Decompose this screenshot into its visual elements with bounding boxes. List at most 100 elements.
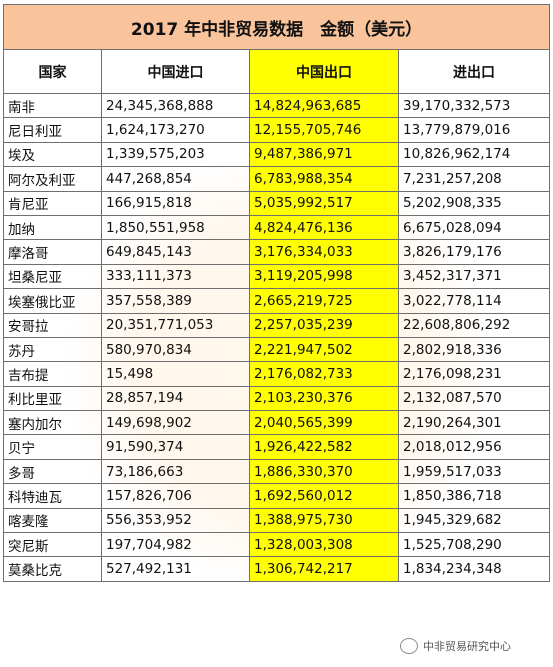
total-cell: 3,452,317,371 — [397, 263, 551, 290]
import-cell: 333,111,373 — [101, 263, 250, 290]
country-cell: 肯尼亚 — [3, 190, 102, 216]
export-cell: 12,155,705,746 — [249, 117, 399, 143]
table-row: 利比里亚 28,857,194 2,103,230,376 2,132,087,570 — [3, 385, 551, 412]
logo-text: 中非贸易研究中心 — [423, 640, 511, 653]
total-cell: 1,834,234,348 — [397, 556, 551, 582]
export-cell: 9,487,386,971 — [249, 141, 399, 168]
import-cell: 15,498 — [101, 361, 250, 387]
import-cell: 157,826,706 — [101, 483, 250, 509]
country-cell: 科特迪瓦 — [3, 483, 102, 509]
export-cell: 3,176,334,033 — [249, 239, 399, 265]
import-cell: 20,351,771,053 — [101, 312, 250, 338]
country-cell: 莫桑比克 — [3, 556, 102, 582]
total-cell: 7,231,257,208 — [397, 166, 551, 192]
header-import: 中国进口 — [101, 49, 250, 94]
import-cell: 649,845,143 — [101, 239, 250, 265]
table-row: 贝宁 91,590,374 1,926,422,582 2,018,012,956 — [3, 434, 551, 460]
country-cell: 加纳 — [3, 214, 102, 241]
table-title: 2017 年中非贸易数据 金额（美元） — [2, 4, 551, 50]
import-cell: 527,492,131 — [101, 556, 250, 582]
country-cell: 埃及 — [3, 141, 102, 168]
import-cell: 556,353,952 — [101, 507, 250, 534]
total-cell: 2,190,264,301 — [397, 410, 551, 436]
import-cell: 447,268,854 — [101, 166, 250, 192]
export-cell: 1,886,330,370 — [249, 458, 399, 485]
header-country: 国家 — [3, 49, 102, 94]
import-cell: 166,915,818 — [101, 190, 250, 216]
export-cell: 1,692,560,012 — [249, 483, 399, 509]
import-cell: 1,850,551,958 — [101, 214, 250, 241]
country-cell: 贝宁 — [3, 434, 102, 460]
header-row: 国家 中国进口 中国出口 进出口 — [3, 49, 551, 94]
total-cell: 2,176,098,231 — [397, 361, 551, 387]
country-cell: 苏丹 — [3, 336, 102, 363]
total-cell: 1,850,386,718 — [397, 483, 551, 509]
country-cell: 吉布提 — [3, 361, 102, 387]
table-row: 塞内加尔 149,698,902 2,040,565,399 2,190,264,30… — [3, 410, 551, 436]
total-cell: 2,018,012,956 — [397, 434, 551, 460]
table-row: 莫桑比克 527,492,131 1,306,742,217 1,834,234,34… — [3, 556, 551, 582]
country-cell: 南非 — [3, 92, 102, 119]
table-row: 科特迪瓦 157,826,706 1,692,560,012 1,850,386,71… — [3, 483, 551, 509]
table-row: 坦桑尼亚 333,111,373 3,119,205,998 3,452,317,37… — [3, 263, 551, 290]
table-row: 喀麦隆 556,353,952 1,388,975,730 1,945,329,682 — [3, 507, 551, 534]
table-row: 阿尔及利亚 447,268,854 6,783,988,354 7,231,257,2… — [3, 166, 551, 192]
total-cell: 1,959,517,033 — [397, 458, 551, 485]
country-cell: 阿尔及利亚 — [3, 166, 102, 192]
import-cell: 580,970,834 — [101, 336, 250, 363]
export-cell: 14,824,963,685 — [249, 92, 399, 119]
export-cell: 3,119,205,998 — [249, 263, 399, 290]
total-cell: 3,826,179,176 — [397, 239, 551, 265]
country-cell: 塞内加尔 — [3, 410, 102, 436]
country-cell: 摩洛哥 — [3, 239, 102, 265]
country-cell: 喀麦隆 — [3, 507, 102, 534]
country-cell: 埃塞俄比亚 — [3, 288, 102, 314]
header-export: 中国出口 — [249, 49, 399, 94]
total-cell: 22,608,806,292 — [397, 312, 551, 338]
export-cell: 2,176,082,733 — [249, 361, 399, 387]
table-row: 突尼斯 197,704,982 1,328,003,308 1,525,708,290 — [3, 532, 551, 558]
import-cell: 73,186,663 — [101, 458, 250, 485]
total-cell: 1,945,329,682 — [397, 507, 551, 534]
export-cell: 2,665,219,725 — [249, 288, 399, 314]
country-cell: 尼日利亚 — [3, 117, 102, 143]
export-cell: 6,783,988,354 — [249, 166, 399, 192]
table-row: 尼日利亚 1,624,173,270 12,155,705,746 13,779,87… — [3, 117, 551, 143]
import-cell: 149,698,902 — [101, 410, 250, 436]
wechat-logo: 中非贸易研究中心 — [400, 635, 545, 657]
import-cell: 1,339,575,203 — [101, 141, 250, 168]
total-cell: 2,802,918,336 — [397, 336, 551, 363]
total-cell: 10,826,962,174 — [397, 141, 551, 168]
table-row: 吉布提 15,498 2,176,082,733 2,176,098,231 — [3, 361, 551, 387]
total-cell: 1,525,708,290 — [397, 532, 551, 558]
table-row: 摩洛哥 649,845,143 3,176,334,033 3,826,179,176 — [3, 239, 551, 265]
total-cell: 39,170,332,573 — [397, 92, 551, 119]
export-cell: 2,103,230,376 — [249, 385, 399, 412]
import-cell: 357,558,389 — [101, 288, 250, 314]
total-cell: 5,202,908,335 — [397, 190, 551, 216]
total-cell: 6,675,028,094 — [397, 214, 551, 241]
table-row: 加纳 1,850,551,958 4,824,476,136 6,675,028,09… — [3, 214, 551, 241]
total-cell: 3,022,778,114 — [397, 288, 551, 314]
export-cell: 1,306,742,217 — [249, 556, 399, 582]
import-cell: 28,857,194 — [101, 385, 250, 412]
table-row: 安哥拉 20,351,771,053 2,257,035,239 22,608,806… — [3, 312, 551, 338]
table-row: 埃及 1,339,575,203 9,487,386,971 10,826,962,1… — [3, 141, 551, 168]
country-cell: 安哥拉 — [3, 312, 102, 338]
export-cell: 4,824,476,136 — [249, 214, 399, 241]
export-cell: 1,328,003,308 — [249, 532, 399, 558]
country-cell: 多哥 — [3, 458, 102, 485]
table-row: 南非 24,345,368,888 14,824,963,685 39,170,332… — [3, 92, 551, 119]
table-row: 多哥 73,186,663 1,886,330,370 1,959,517,033 — [3, 458, 551, 485]
total-cell: 13,779,879,016 — [397, 117, 551, 143]
export-cell: 2,221,947,502 — [249, 336, 399, 363]
country-cell: 坦桑尼亚 — [3, 263, 102, 290]
export-cell: 1,926,422,582 — [249, 434, 399, 460]
import-cell: 24,345,368,888 — [101, 92, 250, 119]
header-total: 进出口 — [397, 49, 551, 94]
table-row: 苏丹 580,970,834 2,221,947,502 2,802,918,336 — [3, 336, 551, 363]
export-cell: 5,035,992,517 — [249, 190, 399, 216]
title-row: 2017 年中非贸易数据 金额（美元） — [2, 4, 551, 50]
table-row: 肯尼亚 166,915,818 5,035,992,517 5,202,908,335 — [3, 190, 551, 216]
